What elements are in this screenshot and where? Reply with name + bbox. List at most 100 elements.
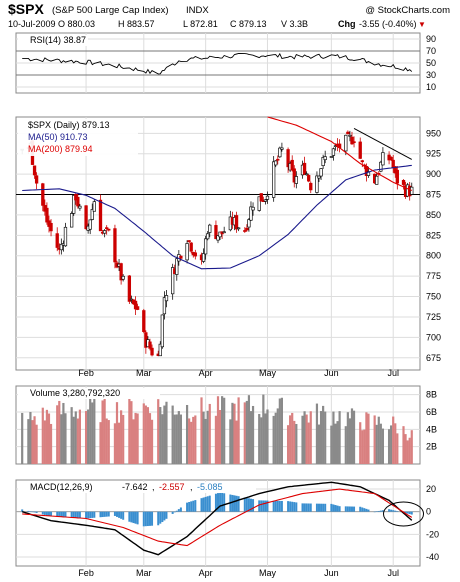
symbol-fullname: (S&P 500 Large Cap Index) (52, 5, 169, 16)
macd-histogram-bar (177, 509, 180, 512)
macd-histogram-bar (165, 511, 168, 519)
price-tick-label: 725 (426, 312, 441, 322)
volume-bar (130, 401, 133, 464)
macd-histogram-bar (120, 511, 123, 519)
volume-bar (305, 414, 308, 464)
macd-tick-label: 0 (426, 507, 431, 517)
axis-layer: Feb Mar Apr May Jun Jul Feb Mar Apr May Jun Jul 10 30… (78, 34, 441, 578)
volume-bar (84, 411, 88, 464)
macd-histogram-bar (278, 500, 281, 512)
volume-bar (375, 424, 378, 464)
candle-body (164, 295, 169, 302)
volume-bar (146, 407, 150, 464)
macd-title: MACD(12,26,9) (30, 482, 93, 492)
macd-histogram-bar (332, 504, 335, 512)
macd-histogram-bar (367, 509, 370, 512)
volume-bar (56, 405, 59, 464)
rsi-line (22, 52, 413, 75)
macd-histogram-bar (130, 511, 133, 523)
volume-bar (307, 422, 310, 464)
macd-histogram-bar (243, 497, 246, 512)
volume-bar (317, 424, 321, 464)
volume-bar (402, 426, 405, 464)
macd-histogram-bar (410, 511, 413, 515)
volume-bar (262, 394, 265, 464)
macd-histogram-bar (324, 503, 327, 512)
macd-histogram-bar (103, 511, 106, 517)
macd-histogram-bar (237, 496, 240, 512)
candle-body (119, 263, 123, 281)
candle-body (263, 199, 268, 202)
candle-body (319, 168, 323, 177)
macd-histogram-bar (262, 500, 265, 512)
rsi-title: RSI(14) 38.87 (30, 35, 86, 45)
candle-body (309, 182, 313, 191)
macd-histogram-bar (72, 511, 75, 518)
volume-bar (179, 414, 182, 464)
macd-histogram-bar (186, 502, 189, 512)
volume-layer (21, 394, 413, 464)
macd-histogram-bar (260, 500, 263, 512)
volume-bar (165, 401, 168, 464)
macd-histogram-bar (231, 494, 234, 512)
volume-bar (278, 398, 281, 464)
macd-histogram-bar (105, 511, 108, 517)
macd-histogram-bar (78, 511, 81, 519)
candle-body (32, 165, 37, 176)
macd-histogram-bar (85, 511, 88, 519)
x-axis-label: Jun (324, 568, 339, 578)
macd-histogram-bar (373, 511, 376, 513)
volume-bar (31, 420, 34, 464)
macd-histogram-bar (223, 493, 226, 512)
volume-bar (243, 402, 246, 464)
candle-body (304, 173, 309, 176)
volume-bar (352, 410, 356, 464)
macd-value-macd: -7.642 (122, 482, 148, 492)
volume-bar (359, 422, 362, 464)
macd-histogram-bar (404, 511, 407, 514)
volume-bar (33, 416, 36, 464)
candle-body (234, 215, 239, 230)
price-tick-label: 675 (426, 353, 441, 363)
volume-bar (202, 411, 205, 464)
candle-body (70, 213, 74, 228)
volume-bar (229, 419, 232, 464)
candle-body (218, 231, 222, 238)
rsi-tick-label: 30 (426, 70, 436, 80)
macd-histogram-bar (89, 511, 92, 519)
macd-histogram-bar (136, 511, 139, 525)
candle-body (302, 162, 307, 175)
macd-histogram-bar (408, 511, 411, 515)
macd-histogram-bar (33, 511, 36, 513)
macd-tick-label: -40 (426, 552, 439, 562)
candle-body (148, 341, 152, 349)
candle-body (158, 343, 162, 357)
candle-body (72, 195, 76, 214)
price-layer (16, 116, 420, 357)
candle-body (395, 169, 399, 184)
candle-body (222, 231, 226, 234)
macd-histogram-bar (361, 507, 364, 512)
candle-body (236, 227, 241, 230)
volume-bar (115, 402, 119, 464)
macd-highlight-circle (383, 501, 425, 527)
macd-histogram-bar (396, 511, 399, 512)
candle-body (280, 147, 284, 150)
volume-bar (289, 415, 292, 464)
volume-bar (251, 405, 255, 464)
rsi-tick-label: 50 (426, 58, 436, 68)
macd-signal-line (22, 488, 413, 547)
volume-bar (188, 418, 191, 464)
candle-body (381, 152, 385, 166)
macd-histogram-bar (293, 502, 296, 512)
macd-histogram-bar (307, 503, 310, 512)
volume-bar (286, 425, 290, 464)
rsi-legend-box (18, 35, 88, 46)
volume-bar (293, 420, 296, 464)
candle-body (393, 166, 397, 174)
candle-body (55, 233, 59, 248)
candle-body (113, 228, 117, 263)
volume-bar (185, 404, 189, 464)
macd-histogram-bar (148, 511, 151, 526)
volume-bar (134, 412, 137, 464)
